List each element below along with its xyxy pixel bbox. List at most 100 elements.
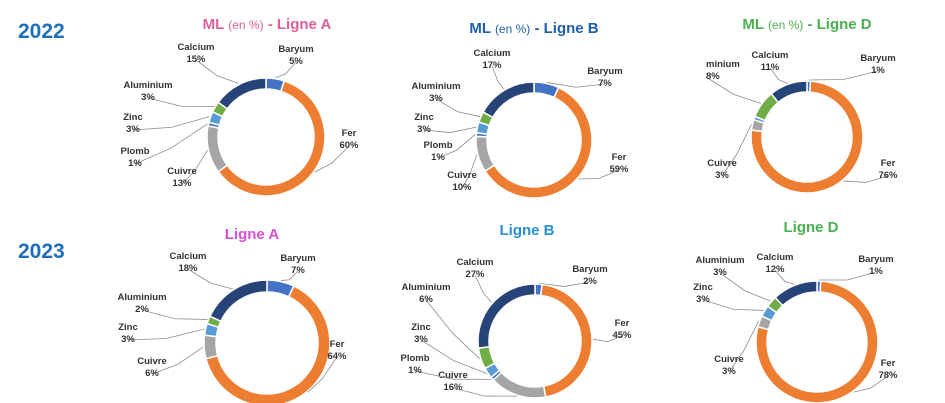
title-unit: (en %)	[228, 18, 264, 32]
leader-line	[425, 299, 481, 360]
slice-value-plomb: 1%	[431, 152, 445, 163]
leader-line	[437, 134, 476, 159]
slice-value-aluminium: 3%	[429, 93, 443, 104]
title-unit: (en %)	[494, 22, 531, 36]
slice-calcium	[774, 280, 818, 307]
donut-chart-2: Baryum7%Fer59%Cuivre10%Plomb1%Zinc3%Alum…	[411, 48, 629, 199]
slice-label-fer: Fer	[615, 318, 630, 329]
leader-line	[151, 346, 204, 375]
leader-line	[702, 299, 764, 311]
leader-line	[774, 269, 795, 285]
year-2023-label: 2023	[18, 240, 65, 263]
slice-cuivre	[206, 125, 229, 173]
leader-line	[423, 126, 477, 133]
slice-calcium	[482, 81, 535, 119]
chart-title-2022-ligne-a: ML (en %) - Ligne A	[203, 16, 332, 33]
slice-value-plomb: 1%	[128, 158, 142, 169]
leader-line	[546, 82, 606, 88]
slice-label-baryum: Baryum	[858, 254, 893, 265]
slice-label-cuivre: Cuivre	[438, 370, 468, 381]
leader-line	[127, 328, 205, 341]
slice-value-plomb: 1%	[408, 365, 422, 376]
title-unit: (en %)	[767, 18, 804, 32]
slice-label-baryum: Baryum	[860, 53, 895, 64]
leader-line	[843, 175, 889, 183]
slice-value-cuivre: 3%	[715, 170, 729, 181]
slice-label-baryum: Baryum	[587, 66, 622, 77]
leader-line	[452, 387, 518, 397]
slice-value-cuivre: 16%	[443, 382, 463, 393]
slice-label-calcium: Calcium	[457, 257, 494, 268]
year-2022-label: 2022	[18, 20, 65, 43]
slice-label-aluminium: Aluminium	[695, 255, 744, 266]
chart-title-2022-ligne-b: ML (en %) - Ligne B	[469, 20, 598, 37]
slice-value-calcium: 27%	[465, 269, 485, 280]
slice-label-calcium: Calcium	[752, 50, 789, 61]
slice-cuivre	[475, 135, 496, 173]
title-main: ML	[742, 16, 764, 33]
slice-value-fer: 59%	[609, 164, 629, 175]
slice-label-fer: Fer	[612, 152, 627, 163]
slice-label-plomb: Plomb	[400, 353, 429, 364]
title-main: Ligne D	[783, 219, 839, 236]
slice-label-cuivre: Cuivre	[447, 170, 477, 181]
slice-label-calcium: Calcium	[474, 48, 511, 59]
slice-value-zinc: 3%	[126, 124, 140, 135]
slice-label-baryum: Baryum	[572, 264, 607, 275]
slice-value-zinc: 3%	[121, 334, 135, 345]
slice-value-cuivre: 10%	[452, 182, 472, 193]
leader-line	[491, 65, 505, 90]
slice-label-aluminium: Aluminium	[123, 80, 172, 91]
leader-line	[728, 320, 760, 373]
slice-label-cuivre: Cuivre	[137, 356, 167, 367]
title-main: Ligne A	[224, 226, 280, 243]
slice-label-aluminium: Aluminium	[401, 282, 450, 293]
leader-line	[818, 271, 877, 281]
slice-value-baryum: 2%	[583, 276, 597, 287]
slice-label-zinc: Zinc	[693, 282, 713, 293]
chart-title-2023-ligne-a: Ligne A	[225, 226, 279, 243]
donut-chart-1: Baryum5%Fer60%Cuivre13%Plomb1%Zinc3%Alum…	[120, 42, 359, 197]
slice-value-calcium: 18%	[178, 263, 198, 274]
donut-chart-6: Baryum1%Fer78%Cuivre3%Zinc3%Aluminium3%C…	[693, 252, 898, 403]
leader-line	[420, 339, 488, 374]
slice-label-zinc: Zinc	[123, 112, 143, 123]
title-main: Ligne B	[499, 222, 555, 239]
slice-value-baryum: 5%	[289, 56, 303, 67]
slice-label-plomb: Plomb	[120, 146, 149, 157]
chart-title-2022-ligne-d: ML (en %) - Ligne D	[742, 16, 871, 33]
slice-value-baryum: 1%	[869, 266, 883, 277]
leader-line	[187, 268, 233, 290]
chart-title-2023-ligne-d: Ligne D	[784, 219, 839, 236]
slice-value-cuivre: 6%	[145, 368, 159, 379]
slice-value-cuivre: 13%	[172, 178, 192, 189]
leader-line	[592, 335, 623, 343]
slice-calcium	[477, 283, 536, 349]
slice-label-calcium: Calcium	[178, 42, 215, 53]
leader-line	[134, 123, 208, 165]
slice-value-aluminium: 6%	[419, 294, 433, 305]
slice-value-zinc: 3%	[696, 294, 710, 305]
leader-line	[705, 76, 762, 104]
leader-line	[474, 274, 492, 303]
slice-label-zinc: Zinc	[118, 322, 138, 333]
slice-value-aluminium: 3%	[713, 267, 727, 278]
leader-line	[195, 59, 239, 84]
slice-value-calcium: 17%	[482, 60, 502, 71]
title-suffix: - Ligne B	[534, 20, 599, 37]
title-main: ML	[469, 20, 491, 37]
slice-calcium	[770, 80, 808, 104]
slice-label-cuivre: Cuivre	[707, 158, 737, 169]
slice-value-calcium: 12%	[765, 264, 785, 275]
title-suffix: - Ligne A	[267, 16, 332, 33]
slice-label-calcium: Calcium	[757, 252, 794, 263]
slice-label-fer: Fer	[330, 339, 345, 350]
slice-value-calcium: 11%	[761, 62, 780, 73]
leader-line	[147, 97, 215, 107]
slice-value-cuivre: 3%	[722, 366, 736, 377]
slice-label-plomb: Plomb	[423, 140, 452, 151]
